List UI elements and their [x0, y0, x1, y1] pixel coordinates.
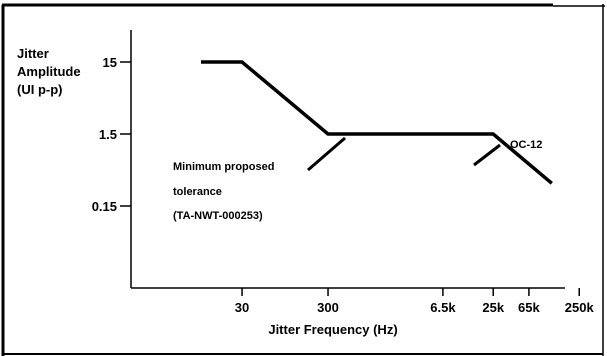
y-axis-label-line: Jitter [17, 46, 49, 61]
x-tick-label: 250k [565, 300, 595, 315]
series-label-leader [473, 143, 501, 167]
x-tick-label: 30 [235, 300, 249, 315]
curve-annotation-line: tolerance [173, 186, 222, 198]
series-line [201, 60, 553, 185]
x-tick-label: 6.5k [430, 300, 456, 315]
x-tick-label: 25k [482, 300, 504, 315]
y-axis-label: Jitter Amplitude (UI p-p) [17, 46, 84, 97]
x-tick-label: 65k [518, 300, 540, 315]
curve-annotation-leader [307, 136, 346, 172]
y-tick-label: 0.15 [92, 199, 117, 214]
y-tick-label: 15 [103, 55, 117, 70]
y-axis-label-line: (UI p-p) [17, 82, 62, 97]
y-axis-label-line: Amplitude [17, 64, 81, 79]
series-layer [201, 60, 553, 185]
x-axis-label: Jitter Frequency (Hz) [268, 322, 397, 337]
curve-annotation-line: (TA-NWT-000253) [173, 210, 263, 222]
y-ticks: 15 1.5 0.15 [92, 55, 131, 214]
x-tick-label: 300 [317, 300, 339, 315]
x-ticks: 30 300 6.5k 25k 65k 250k [235, 288, 595, 315]
series-label: OC-12 [510, 139, 542, 151]
y-tick-label: 1.5 [99, 127, 117, 142]
curve-annotation: Minimum proposed tolerance (TA-NWT-00025… [173, 161, 278, 222]
figure-frame [1, 3, 605, 356]
curve-annotation-line: Minimum proposed [173, 161, 274, 173]
